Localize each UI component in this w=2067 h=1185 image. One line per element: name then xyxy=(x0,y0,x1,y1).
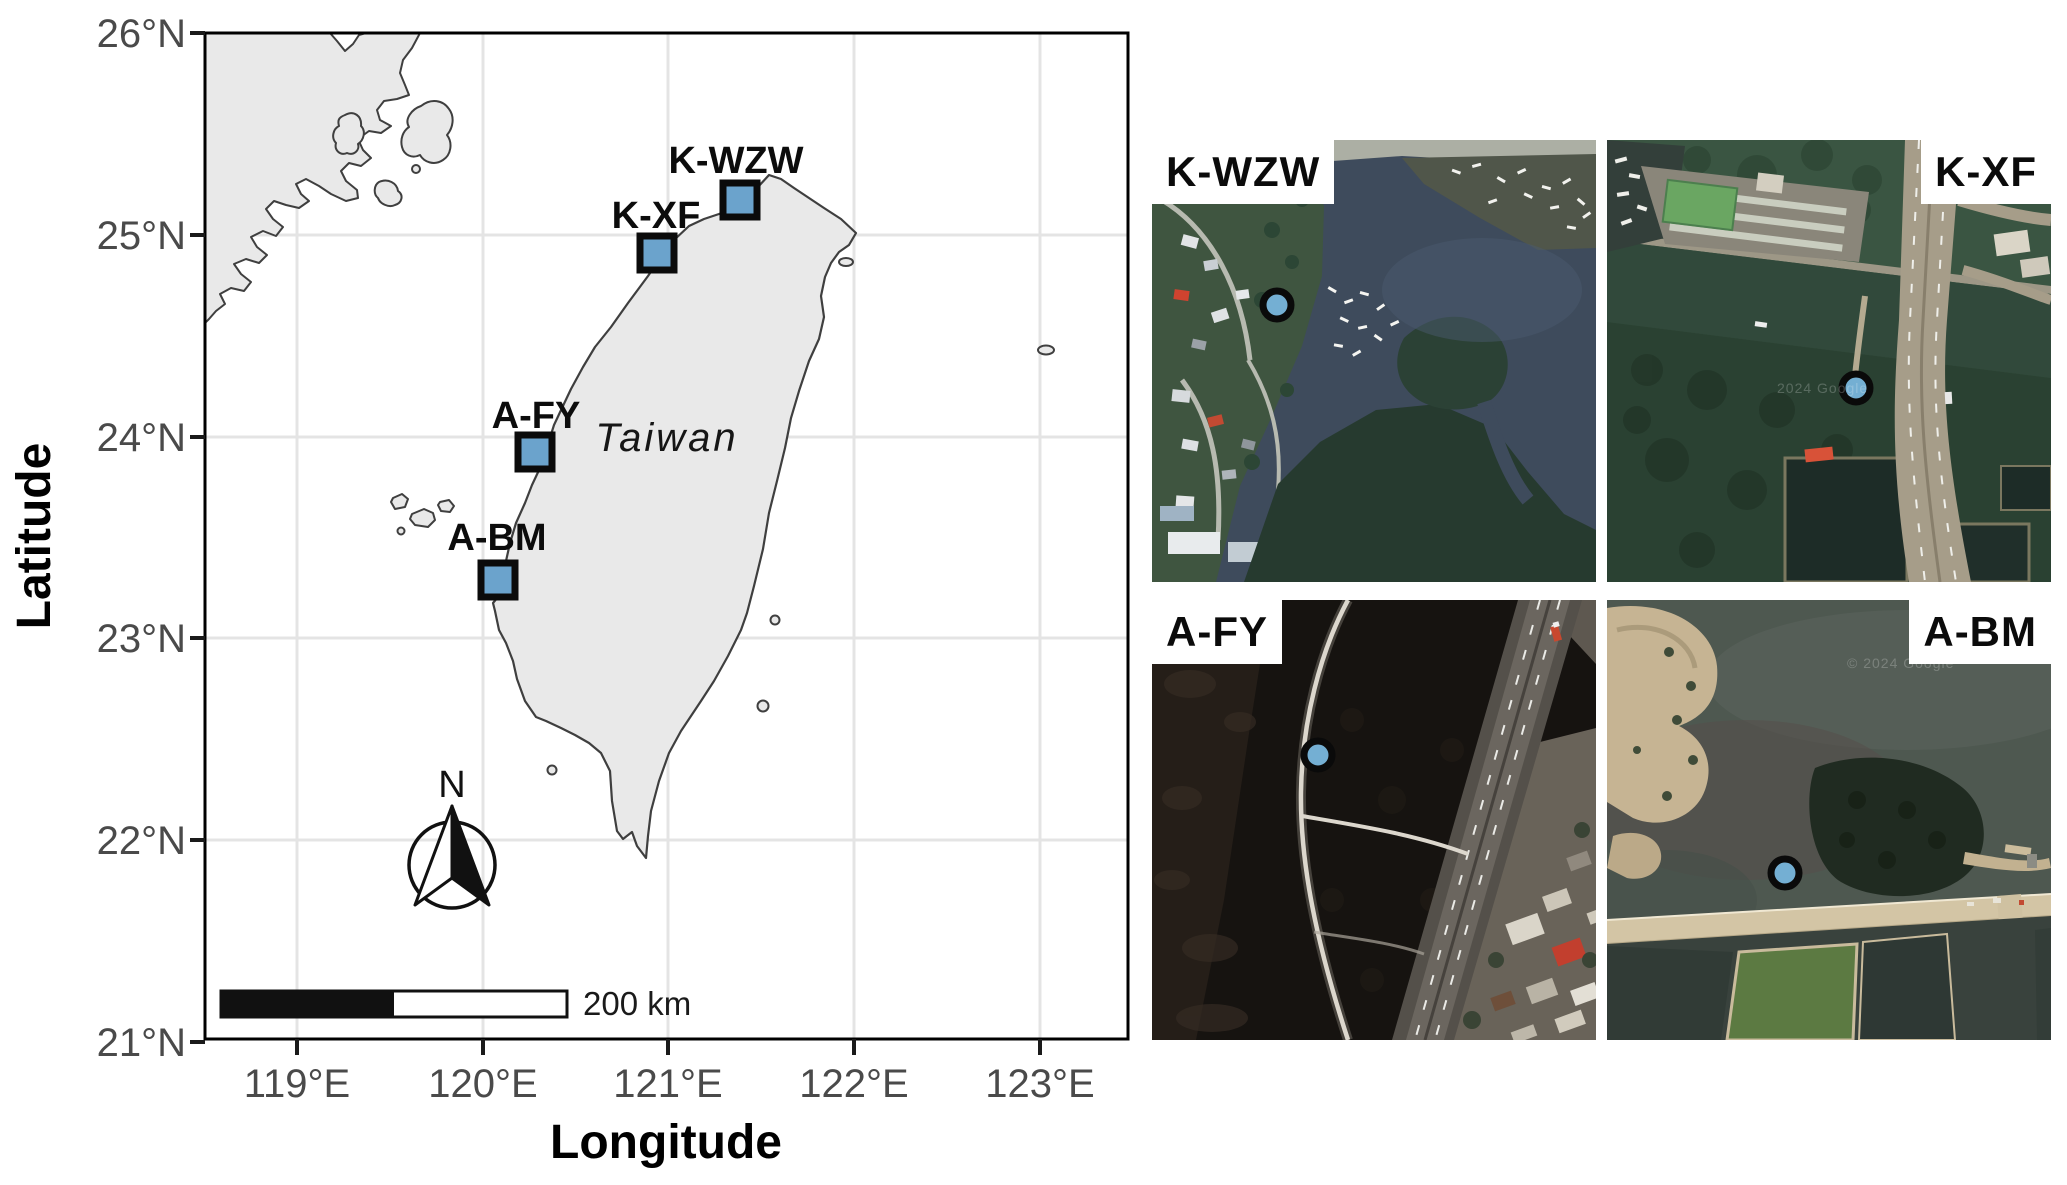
x-axis-title: Longitude xyxy=(550,1116,782,1169)
site-marker-square-a-fy xyxy=(514,431,556,473)
site-label-k-wzw: K-WZW xyxy=(668,140,803,182)
scale-bar-label: 200 km xyxy=(583,985,691,1022)
dock-boats xyxy=(1614,156,1648,226)
site-marker-square-k-xf xyxy=(636,232,678,274)
satellite-image-k-wzw xyxy=(1152,140,1596,582)
y-tick-label: 26°N xyxy=(97,12,186,56)
north-compass: N xyxy=(407,764,497,910)
island xyxy=(838,257,854,267)
axis-ticks xyxy=(190,31,1042,1055)
map-land xyxy=(205,33,1055,860)
town-buildings xyxy=(1490,850,1596,1040)
y-tick-label: 25°N xyxy=(97,214,186,258)
y-tick-label: 23°N xyxy=(97,617,186,661)
green-roof-building xyxy=(1661,178,1739,232)
sandbars xyxy=(1607,605,1718,879)
penghu-islands xyxy=(390,493,455,536)
island xyxy=(769,614,781,626)
y-tick-label: 21°N xyxy=(97,1021,186,1065)
y-axis-title: Latitude xyxy=(8,443,61,630)
scale-bar-filled-half xyxy=(221,991,394,1017)
x-tick-label: 119°E xyxy=(244,1062,350,1106)
x-tick-label: 120°E xyxy=(428,1062,537,1106)
site-label-a-bm: A-BM xyxy=(447,517,546,559)
satellite-panel-k-wzw: K-WZW xyxy=(1152,140,1596,582)
red-roof-shed xyxy=(1804,446,1834,463)
satellite-panel-a-fy: A-FY xyxy=(1152,600,1596,1040)
scale-bar: 200 km xyxy=(219,985,691,1022)
small-building xyxy=(1756,172,1784,194)
x-tick-label: 121°E xyxy=(613,1062,722,1106)
site-dot-k-wzw xyxy=(1259,287,1295,323)
water-highlight xyxy=(1382,238,1582,342)
mangrove-texture xyxy=(1839,791,1946,869)
map-watermark: 2024 Google xyxy=(1777,380,1869,396)
east-buildings xyxy=(1993,229,2051,278)
site-markers: K-WZW K-XF A-FY A-BM xyxy=(447,140,804,601)
site-marker-square-k-wzw xyxy=(719,179,761,221)
x-tick-label: 123°E xyxy=(985,1062,1094,1106)
taiwan-map: Taiwan K-WZW K-XF A-FY A-BM N 200 km xyxy=(8,12,1130,1169)
taiwan-island xyxy=(490,173,858,860)
satellite-image-a-fy xyxy=(1152,600,1596,1040)
marina-boats xyxy=(1327,286,1400,357)
mangrove-texture xyxy=(1320,708,1464,992)
site-dot-k-xf xyxy=(1838,370,1874,406)
island xyxy=(373,179,403,208)
island xyxy=(400,100,454,164)
satellite-panel-k-xf: 2024 Google K-XF xyxy=(1607,140,2051,582)
fish-pond xyxy=(1783,456,1909,582)
fish-pond xyxy=(2000,465,2051,511)
y-axis-tick-labels: 26°N 25°N 24°N 23°N 22°N 21°N xyxy=(97,12,186,1065)
moored-boats xyxy=(1451,162,1592,230)
truck xyxy=(1550,621,1563,642)
satellite-image-k-xf xyxy=(1607,140,2051,582)
mudflat xyxy=(1152,600,1270,1040)
y-tick-label: 22°N xyxy=(97,819,186,863)
island xyxy=(546,764,558,776)
tidal-channel xyxy=(1477,399,1534,505)
pier-structures xyxy=(2004,844,2037,868)
tidal-flat xyxy=(1402,154,1596,250)
vehicle xyxy=(1944,391,1953,405)
fish-ponds xyxy=(1607,916,2051,1040)
north-label: N xyxy=(438,764,465,806)
mudflat-blotches xyxy=(1154,670,1256,1032)
levee-paths xyxy=(1295,600,1469,1040)
site-dot-a-bm xyxy=(1767,855,1803,891)
island xyxy=(1037,344,1055,356)
highway-bridge xyxy=(1894,140,1971,582)
island xyxy=(332,112,365,155)
satellite-panel-label-k-wzw: K-WZW xyxy=(1152,140,1335,204)
site-label-k-xf: K-XF xyxy=(612,195,701,237)
island xyxy=(756,699,770,713)
village-roads xyxy=(1160,197,1281,541)
satellite-panel-label-a-fy: A-FY xyxy=(1152,600,1282,664)
region-label: Taiwan xyxy=(595,416,738,460)
mainland-china-coast xyxy=(205,33,421,324)
site-label-a-fy: A-FY xyxy=(492,395,581,437)
x-tick-label: 122°E xyxy=(799,1062,908,1106)
satellite-panel-label-k-xf: K-XF xyxy=(1921,140,2051,204)
satellite-image-a-bm xyxy=(1607,600,2051,1040)
village-buildings xyxy=(1160,234,1316,570)
site-dot-a-fy xyxy=(1300,737,1336,773)
mangrove-forest xyxy=(1244,404,1596,582)
island xyxy=(411,164,421,174)
y-tick-label: 24°N xyxy=(97,416,186,460)
site-marker-square-a-bm xyxy=(477,559,519,601)
highway xyxy=(1392,600,1582,1040)
river-boat xyxy=(1754,321,1768,328)
x-axis-tick-labels: 119°E 120°E 121°E 122°E 123°E xyxy=(244,1062,1095,1106)
village-land xyxy=(1152,154,1324,582)
town-trees xyxy=(1463,822,1596,1029)
satellite-panel-label-a-bm: A-BM xyxy=(1909,600,2051,664)
satellite-panel-a-bm: © 2024 Google A-BM xyxy=(1607,600,2051,1040)
compass-needle-right xyxy=(450,804,491,907)
